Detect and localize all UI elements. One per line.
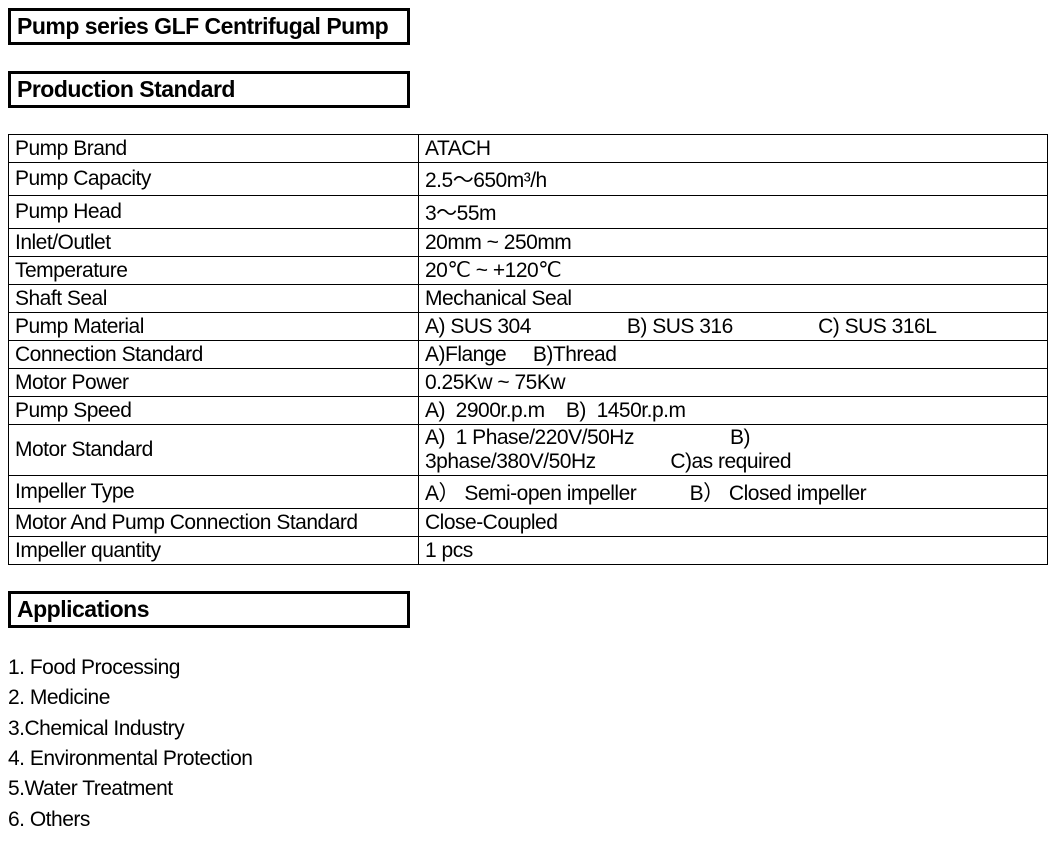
spec-value: Close-Coupled — [419, 509, 1048, 537]
spec-value: 1 pcs — [419, 537, 1048, 565]
spec-value: 3～55m — [419, 196, 1048, 229]
table-row: Impeller TypeA） Semi-open impeller B） Cl… — [9, 476, 1048, 509]
spec-label: Pump Speed — [9, 397, 419, 425]
list-item: 5.Water Treatment — [8, 775, 1052, 803]
spec-label: Shaft Seal — [9, 285, 419, 313]
spec-label: Connection Standard — [9, 341, 419, 369]
spec-value: 20mm ~ 250mm — [419, 229, 1048, 257]
spec-label: Pump Capacity — [9, 163, 419, 196]
specifications-table: Pump BrandATACHPump Capacity2.5～650m³/hP… — [8, 134, 1048, 565]
spec-value: A)Flange B)Thread — [419, 341, 1048, 369]
spec-value: A) SUS 304 B) SUS 316 C) SUS 316L — [419, 313, 1048, 341]
table-row: Motor And Pump Connection StandardClose-… — [9, 509, 1048, 537]
table-row: Pump Capacity2.5～650m³/h — [9, 163, 1048, 196]
list-item: 3.Chemical Industry — [8, 715, 1052, 743]
table-row: Connection StandardA)Flange B)Thread — [9, 341, 1048, 369]
spec-value: A） Semi-open impeller B） Closed impeller — [419, 476, 1048, 509]
table-row: Pump MaterialA) SUS 304 B) SUS 316 C) SU… — [9, 313, 1048, 341]
spec-value: Mechanical Seal — [419, 285, 1048, 313]
title-text: Pump series GLF Centrifugal Pump — [17, 13, 388, 39]
spec-value: 2.5～650m³/h — [419, 163, 1048, 196]
spec-value: ATACH — [419, 135, 1048, 163]
spec-value: 0.25Kw ~ 75Kw — [419, 369, 1048, 397]
table-row: Pump Head3～55m — [9, 196, 1048, 229]
spec-label: Pump Brand — [9, 135, 419, 163]
spec-value: A) 2900r.p.m B) 1450r.p.m — [419, 397, 1048, 425]
spec-label: Impeller Type — [9, 476, 419, 509]
list-item: 4. Environmental Protection — [8, 745, 1052, 773]
spec-table-body: Pump BrandATACHPump Capacity2.5～650m³/hP… — [9, 135, 1048, 565]
list-item: 1. Food Processing — [8, 654, 1052, 682]
spec-label: Motor And Pump Connection Standard — [9, 509, 419, 537]
table-row: Pump SpeedA) 2900r.p.m B) 1450r.p.m — [9, 397, 1048, 425]
list-item: 2. Medicine — [8, 684, 1052, 712]
table-row: Temperature20℃ ~ +120℃ — [9, 257, 1048, 285]
table-row: Shaft SealMechanical Seal — [9, 285, 1048, 313]
table-row: Motor StandardA) 1 Phase/220V/50Hz B) 3p… — [9, 425, 1048, 476]
applications-list: 1. Food Processing2. Medicine 3.Chemical … — [8, 654, 1052, 834]
table-row: Pump BrandATACH — [9, 135, 1048, 163]
production-standard-header: Production Standard — [8, 71, 410, 108]
spec-label: Impeller quantity — [9, 537, 419, 565]
spec-label: Motor Standard — [9, 425, 419, 476]
title-header: Pump series GLF Centrifugal Pump — [8, 8, 410, 45]
spec-label: Pump Material — [9, 313, 419, 341]
table-row: Impeller quantity1 pcs — [9, 537, 1048, 565]
applications-header: Applications — [8, 591, 410, 628]
spec-value: A) 1 Phase/220V/50Hz B) 3phase/380V/50Hz… — [419, 425, 1048, 476]
spec-value: 20℃ ~ +120℃ — [419, 257, 1048, 285]
applications-header-text: Applications — [17, 596, 149, 622]
spec-label: Inlet/Outlet — [9, 229, 419, 257]
spec-label: Temperature — [9, 257, 419, 285]
table-row: Inlet/Outlet20mm ~ 250mm — [9, 229, 1048, 257]
spec-label: Motor Power — [9, 369, 419, 397]
production-standard-text: Production Standard — [17, 76, 235, 102]
table-row: Motor Power0.25Kw ~ 75Kw — [9, 369, 1048, 397]
list-item: 6. Others — [8, 806, 1052, 834]
spec-label: Pump Head — [9, 196, 419, 229]
